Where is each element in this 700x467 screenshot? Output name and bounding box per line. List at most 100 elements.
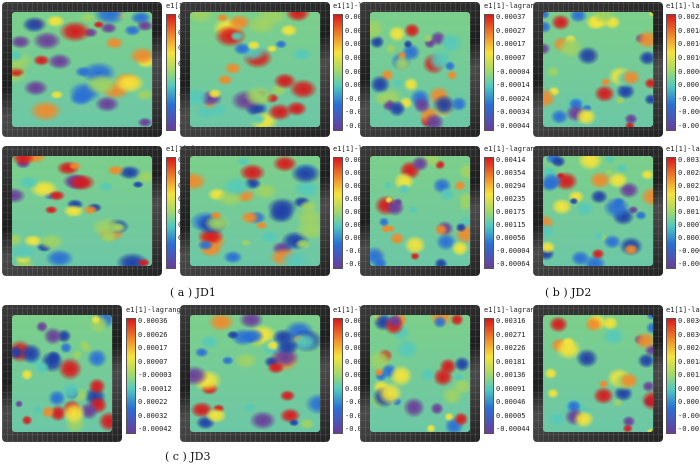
colorbar-label: e1[1]-lagrange	[484, 2, 544, 10]
colorbar-tick-label: 0.0006	[678, 67, 700, 76]
colorbar-tick-label: 0.00007	[496, 53, 526, 62]
colorbar-label: e1[1]-lagrange	[666, 2, 700, 10]
colorbar-tick-label: 0.00245	[678, 344, 700, 352]
colorbar	[666, 157, 676, 269]
colorbar-tick-label: 0.00163	[345, 331, 375, 339]
colorbar-tick-label: 0.00414	[496, 156, 526, 164]
colorbar-tick-label: -0.00034	[496, 108, 530, 117]
specimen-image	[180, 2, 330, 137]
colorbar	[333, 318, 343, 434]
colorbar-tick-label: 0.00235	[496, 195, 526, 203]
colorbar	[484, 14, 494, 131]
colorbar-tick-label: 0.00022	[138, 398, 168, 406]
colorbar-tick-label: 0.00181	[496, 357, 526, 366]
colorbar-tick-label: 0.00302	[678, 330, 700, 339]
specimen-image	[180, 305, 330, 442]
colorbar-tick-label: 0.00007	[138, 357, 168, 366]
colorbar-tick-label: -0.00024	[496, 94, 530, 103]
colorbar-tick-label: -0.00044	[496, 122, 530, 130]
colorbar-tick-label: 0.00181	[678, 195, 700, 203]
colorbar-tick-label: 0.00136	[496, 371, 526, 379]
colorbar-tick-label: -0.00028	[678, 247, 700, 255]
colorbar-tick-label: 0.00014	[678, 398, 700, 406]
caption-c: ( c ) JD3	[165, 450, 211, 463]
colorbar-tick-label: 0.00316	[496, 317, 526, 325]
colorbar-tick-label: 0.00026	[138, 330, 168, 339]
colorbar-tick-label: -0.00064	[496, 260, 530, 268]
colorbar-tick-label: -0.00044	[496, 425, 530, 433]
colorbar-tick-label: 0.00032	[138, 411, 168, 420]
colorbar-tick-label: 0.00017	[138, 344, 168, 352]
colorbar-tick-label: 0.00041	[345, 372, 375, 379]
colorbar-tick-label: 0.00192	[345, 157, 375, 164]
strain-contour-map	[543, 156, 653, 266]
colorbar-tick-label: -0.00111	[678, 122, 700, 130]
colorbar	[166, 157, 176, 269]
colorbar-tick-label: 0.00036	[138, 317, 168, 325]
colorbar-label: e1[1]-lagrange	[666, 145, 700, 153]
colorbar-tick-label: 0.00091	[496, 384, 526, 393]
colorbar-tick-label: 0.00115	[496, 221, 526, 229]
colorbar-label: e1[1]-lagrange	[126, 306, 186, 314]
colorbar-tick-label: 0.00234	[678, 182, 700, 190]
specimen-image	[180, 146, 330, 276]
colorbar-tick-label: 0.00204	[345, 318, 375, 325]
colorbar-tick-label: -0.00014	[496, 81, 530, 90]
colorbar-tick-label: 0.00003	[345, 385, 375, 393]
colorbar-tick-label: 0.00017	[496, 40, 526, 49]
colorbar-tick-label: 0.00082	[345, 358, 375, 366]
colorbar-tick-label: 0.00018	[678, 81, 700, 90]
colorbar-tick-label: 0.00053	[345, 68, 375, 76]
colorbar	[666, 14, 676, 131]
colorbar-tick-label: -0.00012	[138, 384, 172, 393]
colorbar-tick-label: 0.00135	[345, 27, 375, 35]
strain-contour-map	[190, 12, 320, 127]
strain-contour-map	[543, 12, 653, 127]
specimen-image	[2, 305, 122, 442]
specimen-image	[533, 305, 663, 442]
colorbar-tick-label: 0.00188	[678, 26, 700, 35]
colorbar-tick-label: 0.00286	[678, 169, 700, 177]
colorbar-tick-label: 0.00025	[678, 234, 700, 242]
colorbar-tick-label: 0.00294	[496, 182, 526, 190]
strain-contour-map	[12, 156, 152, 266]
colorbar	[484, 318, 494, 434]
colorbar-tick-label: 0.00226	[496, 344, 526, 352]
colorbar	[484, 157, 494, 269]
colorbar-tick-label: 0.00271	[496, 330, 526, 339]
colorbar-tick-label: 0.00037	[496, 13, 526, 21]
colorbar-tick-label: -0.00102	[678, 425, 700, 433]
specimen-image	[360, 146, 480, 276]
colorbar-tick-label: 0.00161	[345, 170, 375, 177]
colorbar-label: e1[1]-lagrange	[666, 306, 700, 314]
colorbar-tick-label: 0.0008	[345, 53, 371, 62]
colorbar	[666, 318, 676, 434]
colorbar-tick-label: -0.00004	[496, 67, 530, 76]
specimen-image	[2, 146, 162, 276]
specimen-image	[2, 2, 162, 137]
specimen-image	[360, 2, 480, 137]
colorbar-tick-label: 0.00056	[496, 234, 526, 242]
strain-contour-map	[370, 315, 470, 432]
specimen-image	[533, 2, 663, 137]
colorbar	[333, 157, 343, 269]
colorbar-tick-label: 0.0036	[678, 317, 700, 325]
colorbar-tick-label: 0.00129	[345, 183, 375, 190]
colorbar-tick-label: 0.00071	[678, 384, 700, 393]
colorbar-tick-label: 0.00108	[345, 41, 375, 48]
colorbar	[166, 14, 176, 131]
colorbar-tick-label: -0.00025	[678, 94, 700, 103]
strain-contour-map	[370, 12, 470, 127]
colorbar-tick-label: 0.00001	[345, 235, 375, 242]
colorbar-tick-label: -0.00042	[138, 425, 172, 433]
specimen-image	[533, 146, 663, 276]
colorbar-tick-label: 0.00129	[678, 371, 700, 379]
colorbar	[333, 14, 343, 131]
colorbar-tick-label: 0.00025	[345, 82, 375, 89]
colorbar-label: e1[1]-lagrange	[484, 306, 544, 314]
colorbar-tick-label: 0.00077	[678, 221, 700, 229]
colorbar-tick-label: -0.0008	[678, 260, 700, 268]
colorbar-tick-label: 0.00033	[345, 222, 375, 229]
colorbar-tick-label: -0.00004	[496, 247, 530, 255]
colorbar-tick-label: 0.00123	[345, 345, 375, 352]
